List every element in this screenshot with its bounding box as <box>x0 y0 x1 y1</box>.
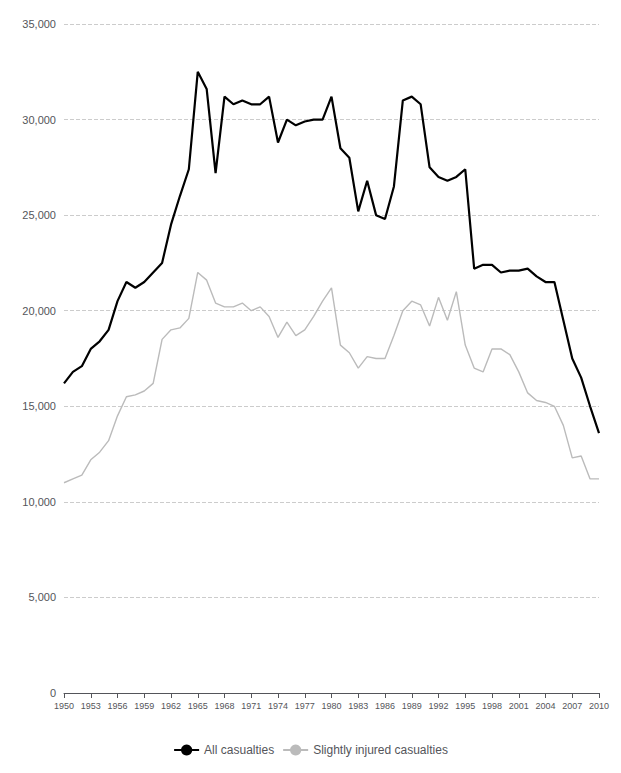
svg-text:1983: 1983 <box>348 701 368 711</box>
svg-text:1965: 1965 <box>188 701 208 711</box>
svg-text:20,000: 20,000 <box>22 305 56 317</box>
svg-text:2001: 2001 <box>509 701 529 711</box>
svg-text:0: 0 <box>50 687 56 699</box>
svg-text:15,000: 15,000 <box>22 400 56 412</box>
svg-text:1998: 1998 <box>482 701 502 711</box>
svg-text:25,000: 25,000 <box>22 209 56 221</box>
svg-text:1992: 1992 <box>428 701 448 711</box>
svg-text:5,000: 5,000 <box>28 591 56 603</box>
svg-text:35,000: 35,000 <box>22 18 56 30</box>
svg-text:1953: 1953 <box>81 701 101 711</box>
svg-text:1995: 1995 <box>455 701 475 711</box>
svg-text:10,000: 10,000 <box>22 496 56 508</box>
svg-text:1959: 1959 <box>134 701 154 711</box>
svg-text:1962: 1962 <box>161 701 181 711</box>
svg-text:1989: 1989 <box>402 701 422 711</box>
svg-text:1977: 1977 <box>295 701 315 711</box>
svg-text:Slightly injured casualties: Slightly injured casualties <box>313 743 448 757</box>
svg-text:1971: 1971 <box>241 701 261 711</box>
svg-text:1980: 1980 <box>321 701 341 711</box>
svg-text:All casualties: All casualties <box>204 743 274 757</box>
svg-text:1986: 1986 <box>375 701 395 711</box>
svg-text:1974: 1974 <box>268 701 288 711</box>
svg-text:30,000: 30,000 <box>22 114 56 126</box>
svg-text:2010: 2010 <box>589 701 609 711</box>
svg-text:2007: 2007 <box>562 701 582 711</box>
svg-text:1950: 1950 <box>54 701 74 711</box>
svg-text:1968: 1968 <box>214 701 234 711</box>
svg-text:1956: 1956 <box>107 701 127 711</box>
svg-text:2004: 2004 <box>535 701 555 711</box>
